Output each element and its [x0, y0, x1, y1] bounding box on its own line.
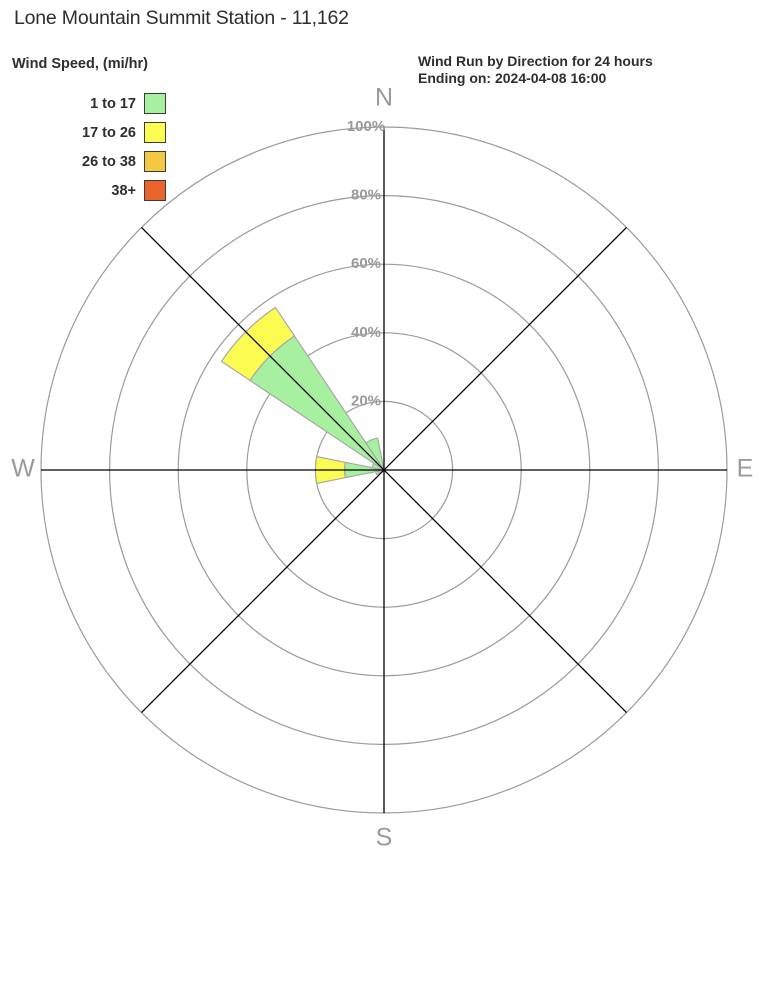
legend-color-swatch [144, 180, 166, 201]
radial-tick-label: 40% [351, 324, 381, 341]
radial-tick-label: 80% [351, 187, 381, 204]
compass-spokes [41, 127, 727, 813]
radial-tick-label: 60% [351, 255, 381, 272]
chart-subtitle: Wind Run by Direction for 24 hours Endin… [418, 53, 653, 87]
compass-spoke [141, 227, 627, 713]
compass-label-west: W [11, 455, 35, 483]
legend-title: Wind Speed, (mi/hr) [12, 56, 149, 72]
radial-tick-labels: 20% 40% 60% 80% 100% [347, 118, 385, 409]
wind-speed-legend: 1 to 17 17 to 26 26 to 38 38+ [0, 89, 190, 205]
legend-color-swatch [144, 93, 166, 114]
compass-direction-labels: N E S W [11, 84, 753, 852]
legend-item[interactable]: 26 to 38 [0, 147, 190, 176]
legend-item-label: 17 to 26 [82, 124, 136, 141]
radial-tick-label: 100% [347, 118, 385, 135]
legend-item-label: 26 to 38 [82, 153, 136, 170]
wind-rose-sector [365, 437, 385, 471]
legend-item[interactable]: 1 to 17 [0, 89, 190, 118]
legend-item[interactable]: 17 to 26 [0, 118, 190, 147]
compass-label-south: S [376, 824, 393, 852]
legend-color-swatch [144, 151, 166, 172]
compass-label-north: N [375, 84, 393, 112]
page-title: Lone Mountain Summit Station - 11,162 [14, 7, 349, 29]
chart-subtitle-line2: Ending on: 2024-04-08 16:00 [418, 70, 607, 86]
legend-item-label: 38+ [111, 182, 136, 199]
legend-item[interactable]: 38+ [0, 176, 190, 205]
radial-tick-label: 20% [351, 392, 381, 409]
chart-subtitle-line1: Wind Run by Direction for 24 hours [418, 53, 653, 69]
legend-color-swatch [144, 122, 166, 143]
compass-label-east: E [737, 455, 754, 483]
legend-item-label: 1 to 17 [90, 95, 136, 112]
